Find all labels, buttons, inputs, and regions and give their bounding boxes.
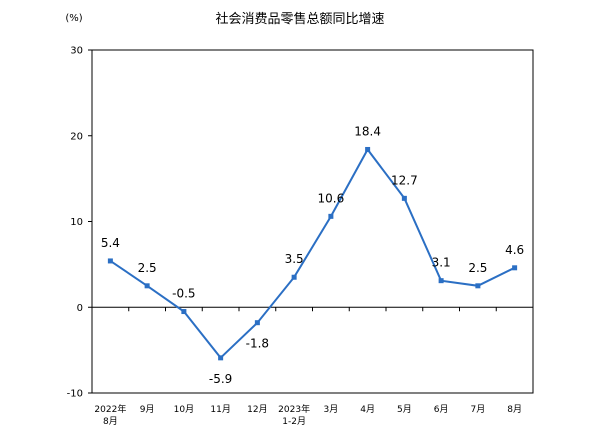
x-tick-label: 7月 bbox=[471, 404, 486, 415]
axes-group: 30 20 10 0 -10 2022年 8月 9月 10月 11月 12月 2023年 1-2月 3月 4… bbox=[67, 46, 534, 427]
data-point bbox=[475, 283, 481, 289]
y-tick-label: 20 bbox=[70, 131, 83, 142]
x-tick-label: 6月 bbox=[434, 404, 449, 415]
x-tick-label: 4月 bbox=[360, 404, 375, 415]
x-tick-label: 2022年 8月 bbox=[94, 403, 126, 427]
y-tick-label: -10 bbox=[67, 389, 83, 400]
data-point bbox=[438, 278, 444, 284]
data-label: 4.6 bbox=[505, 243, 524, 257]
x-tick-label: 8月 bbox=[507, 404, 522, 415]
data-point bbox=[401, 195, 407, 201]
y-tick-label: 30 bbox=[70, 46, 83, 57]
chart-title: 社会消费品零售总额同比增速 bbox=[215, 11, 384, 27]
data-label: 12.7 bbox=[391, 173, 418, 187]
x-tick-label: 3月 bbox=[324, 404, 339, 415]
x-tick-label: 10月 bbox=[174, 404, 194, 415]
data-label: 3.1 bbox=[432, 256, 451, 270]
x-tick-label: 12月 bbox=[247, 404, 267, 415]
data-label: 18.4 bbox=[354, 124, 381, 138]
data-point bbox=[107, 258, 113, 264]
x-tick-label: 2023年 1-2月 bbox=[278, 403, 310, 427]
data-label: 2.5 bbox=[468, 261, 487, 275]
data-label: 2.5 bbox=[138, 261, 157, 275]
x-tick-label: 11月 bbox=[210, 404, 230, 415]
data-label: 5.4 bbox=[101, 236, 120, 250]
data-point bbox=[218, 355, 224, 361]
plot-area-frame bbox=[91, 49, 534, 394]
data-point bbox=[328, 213, 334, 219]
y-tick-label: 0 bbox=[77, 303, 83, 314]
data-label: -1.8 bbox=[246, 337, 269, 351]
data-point bbox=[181, 309, 187, 315]
data-point bbox=[144, 283, 150, 289]
data-labels-group: 5.4 2.5 -0.5 -5.9 -1.8 3.5 10.6 18.4 12.7 3.1 2.5 4… bbox=[101, 124, 524, 385]
data-point bbox=[512, 265, 518, 271]
data-label: -5.9 bbox=[209, 372, 232, 386]
data-point bbox=[365, 146, 371, 152]
x-tick-label: 5月 bbox=[397, 404, 412, 415]
data-point bbox=[291, 274, 297, 280]
series-line bbox=[109, 147, 516, 360]
data-label: 3.5 bbox=[285, 252, 304, 266]
y-axis-unit: (%) bbox=[65, 13, 82, 24]
data-point bbox=[254, 320, 260, 326]
y-tick-label: 10 bbox=[70, 217, 83, 228]
x-tick-label: 9月 bbox=[140, 404, 155, 415]
series-group bbox=[107, 146, 518, 361]
data-label: -0.5 bbox=[172, 287, 195, 301]
data-label: 10.6 bbox=[318, 191, 345, 205]
